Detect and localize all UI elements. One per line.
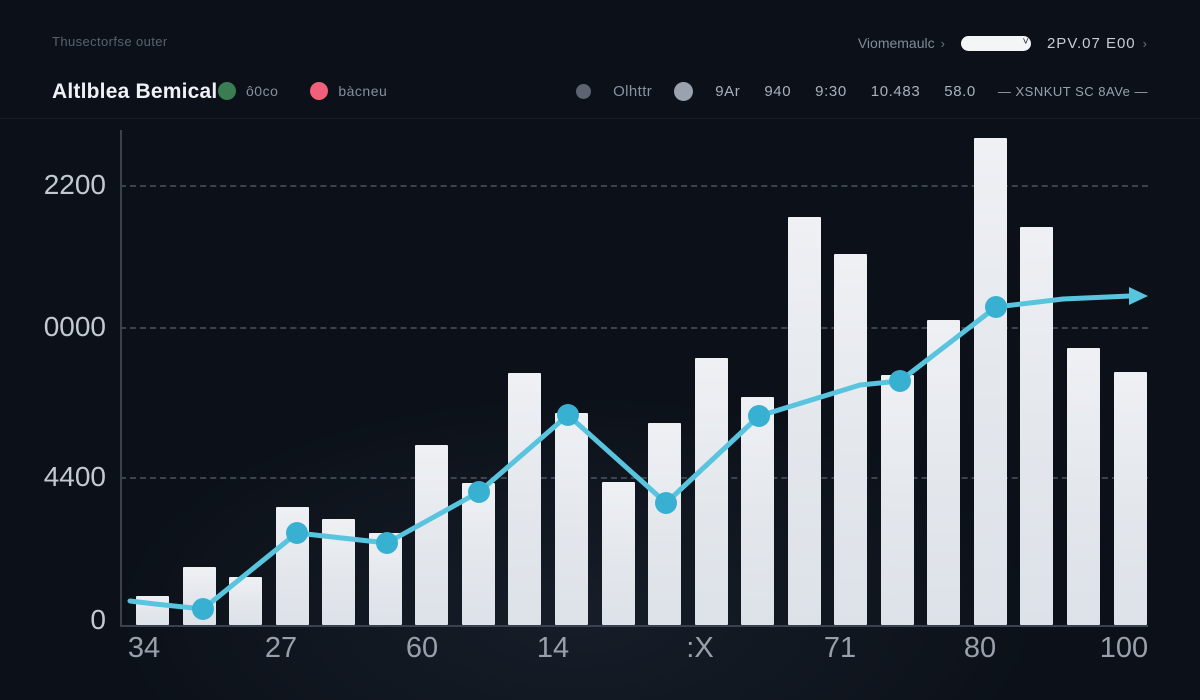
period-dropdown-label: Viomemaulc: [857, 35, 935, 51]
bar: [182, 567, 216, 625]
bar: [741, 397, 775, 625]
y-axis-label: 4400: [43, 461, 106, 492]
y-axis-label: 2200: [43, 169, 106, 200]
x-axis-label: 34: [127, 632, 161, 664]
arrow-head-icon: [1129, 287, 1148, 305]
chevron-right-icon: ›: [1142, 35, 1148, 51]
stat-value: 9:30: [815, 83, 847, 100]
legend-item[interactable]: bàcneu: [310, 82, 387, 100]
bar: [415, 445, 449, 625]
legend-dot-icon: [310, 82, 329, 100]
bar: [368, 533, 402, 625]
bar: [461, 483, 495, 625]
header-note: Thusectorfse outer: [52, 34, 168, 49]
legend-item[interactable]: ô0co: [218, 82, 278, 100]
title-bar: Altlblea Bemical ô0co bàcneu Olhttr 9Ar 94…: [0, 70, 1200, 119]
legend-dot-icon: [218, 82, 236, 100]
bar: [787, 217, 821, 625]
x-axis-label: 80: [963, 632, 997, 664]
series-dot-icon: [576, 84, 592, 99]
page-title: Altlblea Bemical: [52, 80, 218, 103]
toggle-pill[interactable]: ˅: [960, 35, 1031, 51]
x-axis-label: 14: [536, 632, 570, 664]
bar: [601, 482, 635, 625]
bar: [554, 413, 588, 625]
stat-value: 10.483: [870, 83, 921, 100]
stat-values: 9Ar 940 9:30 10.483 58.0: [715, 83, 976, 100]
chevron-right-icon: ›: [940, 35, 945, 51]
x-axis-label: 100: [1099, 632, 1149, 664]
left-axis: [120, 130, 122, 625]
bar: [648, 423, 682, 625]
bar: [1020, 227, 1054, 625]
bar: [136, 596, 169, 625]
bar: [1067, 348, 1100, 625]
stat-value: 9Ar: [715, 83, 741, 100]
header-value: 2PV.07 E00: [1046, 34, 1136, 52]
chart-legend: ô0co bàcneu: [218, 82, 387, 100]
stat-trailing-label: — XSNKUT SC 8AVe —: [997, 84, 1148, 99]
bar: [880, 375, 914, 625]
bottom-axis: [120, 625, 1148, 627]
x-axis-label: :X: [686, 632, 714, 664]
bar: [973, 138, 1007, 625]
stat-value: 940: [764, 83, 792, 100]
x-axis-label: 60: [405, 632, 439, 664]
bar: [229, 577, 263, 625]
series-dot-icon: [674, 82, 694, 101]
header-controls: Viomemaulc › ˅ 2PV.07 E00 ›: [858, 30, 1148, 56]
y-axis-label: 0000: [43, 311, 106, 342]
y-axis-label: 0: [90, 604, 106, 635]
x-axis-label: 71: [823, 632, 857, 664]
bar: [694, 358, 728, 625]
stat-value: 58.0: [944, 83, 976, 100]
secondary-legend: Olhttr 9Ar 940 9:30 10.483 58.0 — XSNKUT SC …: [576, 82, 1148, 101]
chevron-down-icon: ˅: [1022, 35, 1029, 48]
bar: [1113, 372, 1147, 625]
header-value-selector[interactable]: 2PV.07 E00 ›: [1047, 35, 1148, 52]
bar: [508, 373, 542, 625]
legend-label: ô0co: [246, 83, 279, 99]
secondary-legend-label[interactable]: Olhttr: [613, 83, 653, 100]
x-axis-label: 27: [264, 632, 298, 664]
period-dropdown[interactable]: Viomemaulc ›: [858, 35, 945, 51]
bar: [834, 254, 868, 625]
bar: [927, 320, 961, 625]
legend-label: bàcneu: [338, 83, 388, 99]
bar: [322, 519, 356, 625]
gridline: [120, 185, 1148, 187]
bar: [275, 507, 309, 625]
